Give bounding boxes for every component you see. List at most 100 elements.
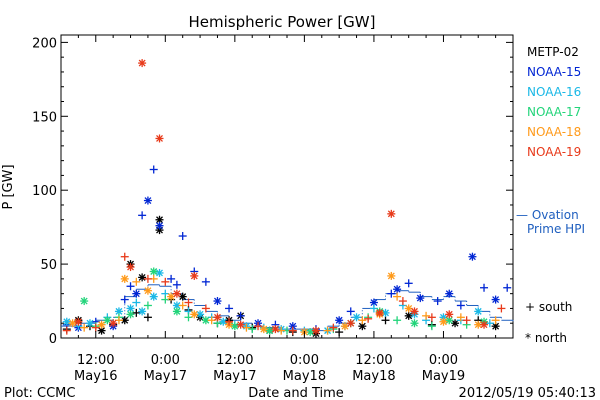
data-point [387, 209, 396, 218]
x-tick-time: 12:00 [355, 353, 392, 368]
x-tick-time: 0:00 [290, 353, 319, 368]
data-point [288, 326, 297, 335]
data-point [369, 298, 378, 307]
data-point [323, 326, 332, 335]
data-point [346, 319, 355, 328]
data-point [410, 307, 419, 316]
data-point [480, 283, 489, 292]
data-point [230, 322, 239, 331]
data-point [155, 268, 164, 277]
ovation-legend-line1: — Ovation [516, 208, 579, 222]
data-point [456, 313, 465, 322]
data-point [236, 320, 245, 329]
ovation-legend-line2: Prime HPI [527, 222, 585, 236]
data-point [225, 317, 234, 326]
data-point [375, 308, 384, 317]
x-tick-time: 12:00 [216, 353, 253, 368]
data-point [213, 297, 222, 306]
legend-entry: NOAA-19 [527, 145, 581, 159]
data-point [311, 326, 320, 335]
data-point [138, 59, 147, 68]
data-point [219, 317, 228, 326]
data-point [178, 292, 187, 301]
data-point [167, 292, 176, 301]
data-point [114, 316, 123, 325]
data-point [132, 277, 141, 286]
data-point [433, 297, 442, 306]
data-point [271, 325, 280, 334]
data-point [422, 311, 431, 320]
data-point [364, 314, 373, 323]
x-tick-date: May17 [144, 369, 187, 384]
data-point [126, 263, 135, 272]
data-point [172, 289, 181, 298]
data-point [62, 317, 71, 326]
data-point [155, 134, 164, 143]
data-point [491, 316, 500, 325]
data-point [427, 313, 436, 322]
data-point [85, 319, 94, 328]
data-point [485, 319, 494, 328]
legend-entry: NOAA-16 [527, 85, 581, 99]
north-symbol-legend: * north [525, 331, 567, 345]
timestamp: 2012/05/19 05:40:13 [459, 386, 596, 400]
data-point [468, 252, 477, 261]
y-tick-label: 200 [32, 36, 57, 51]
satellite-data-points [62, 59, 512, 338]
data-point [445, 289, 454, 298]
data-point [340, 322, 349, 331]
data-point [207, 316, 216, 325]
data-point [480, 320, 489, 329]
data-point [352, 313, 361, 322]
data-point [474, 320, 483, 329]
x-tick-date: May17 [213, 369, 256, 384]
y-axis-label: P [GW] [1, 164, 16, 209]
data-point [387, 271, 396, 280]
south-symbol-legend: + south [525, 300, 572, 314]
data-point [114, 307, 123, 316]
legend-entry: NOAA-17 [527, 105, 581, 119]
x-tick-date: May18 [352, 369, 395, 384]
data-point [427, 322, 436, 331]
data-point [393, 316, 402, 325]
x-tick-date: May18 [283, 369, 326, 384]
data-point [456, 301, 465, 310]
data-point [346, 307, 355, 316]
data-point [335, 316, 344, 325]
data-point [497, 304, 506, 313]
data-point [143, 313, 152, 322]
data-point [236, 311, 245, 320]
data-point [190, 310, 199, 319]
data-point [80, 297, 89, 306]
data-point [201, 304, 210, 313]
data-point [138, 211, 147, 220]
data-point [143, 286, 152, 295]
data-point [184, 298, 193, 307]
y-tick-label: 100 [32, 184, 57, 199]
data-point [91, 323, 100, 332]
data-point [254, 322, 263, 331]
data-point [445, 310, 454, 319]
data-point [369, 304, 378, 313]
x-tick-time: 0:00 [429, 353, 458, 368]
legend-entry: METP-02 [527, 45, 579, 59]
data-point [393, 285, 402, 294]
data-point [410, 319, 419, 328]
data-point [404, 311, 413, 320]
y-tick-label: 50 [40, 258, 57, 273]
data-point [120, 274, 129, 283]
data-point [97, 320, 106, 329]
chart-title: Hemispheric Power [GW] [189, 13, 376, 31]
data-point [120, 295, 129, 304]
data-point [109, 319, 118, 328]
data-point [143, 274, 152, 283]
data-point [201, 277, 210, 286]
data-point [149, 292, 158, 301]
data-point [167, 274, 176, 283]
data-point [277, 326, 286, 335]
y-tick-label: 150 [32, 110, 57, 125]
data-point [259, 325, 268, 334]
data-point [132, 298, 141, 307]
data-point [126, 310, 135, 319]
